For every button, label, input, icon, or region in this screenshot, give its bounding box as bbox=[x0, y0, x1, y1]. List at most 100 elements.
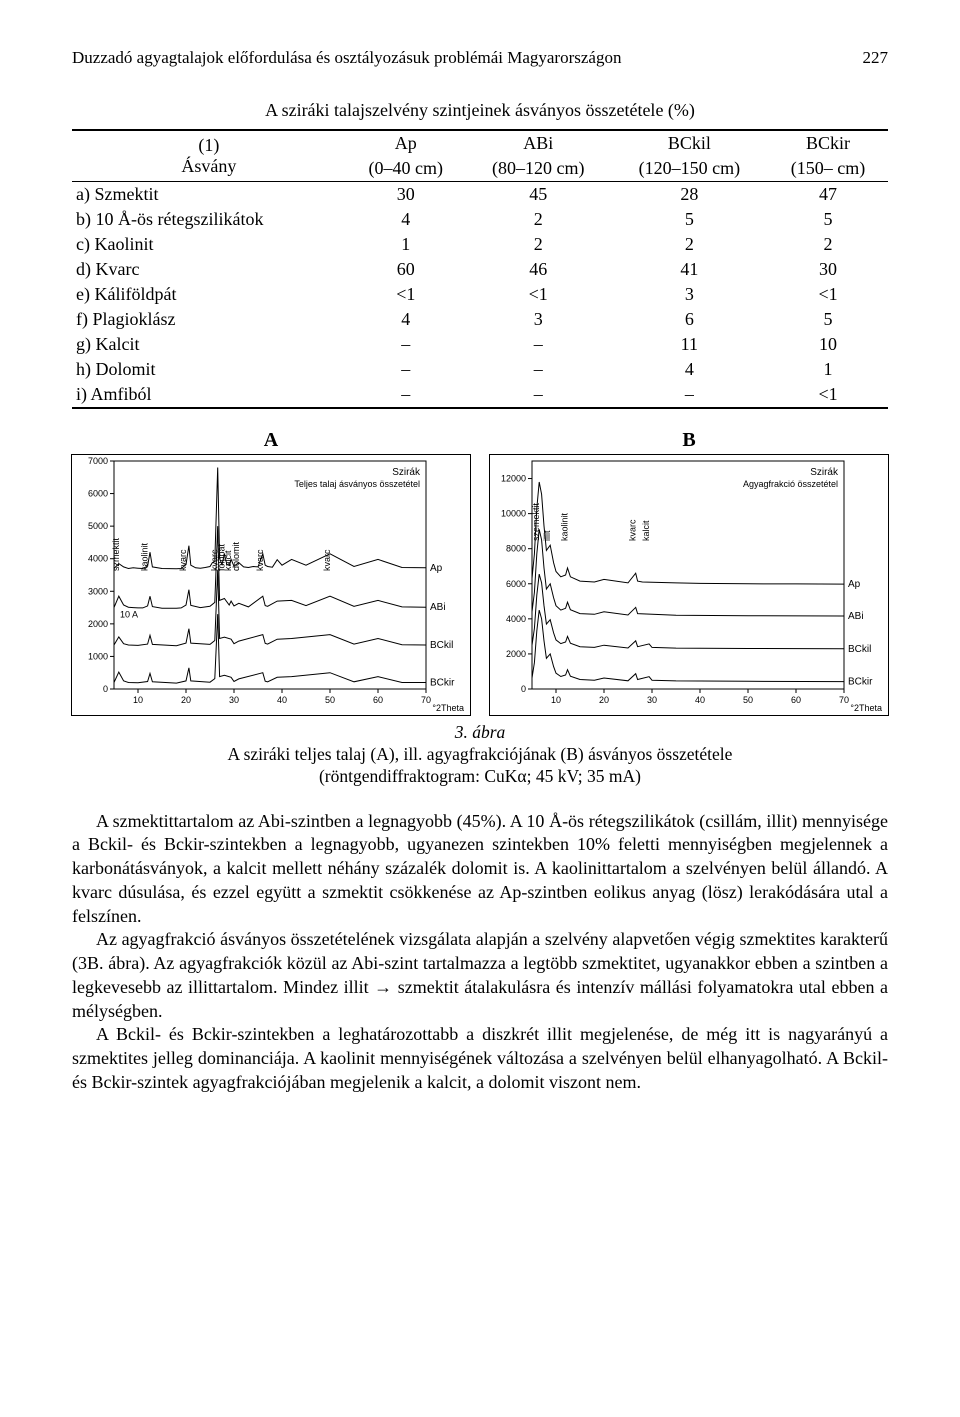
figure-caption-line2: (röntgendiffraktogram: CuKα; 45 kV; 35 m… bbox=[319, 766, 641, 786]
svg-text:ABi: ABi bbox=[848, 611, 864, 622]
svg-text:10: 10 bbox=[133, 695, 143, 705]
svg-text:kvarc: kvarc bbox=[255, 549, 265, 571]
svg-text:50: 50 bbox=[325, 695, 335, 705]
cell-value: 41 bbox=[611, 257, 768, 282]
cell-value: 2 bbox=[768, 232, 888, 257]
svg-text:60: 60 bbox=[373, 695, 383, 705]
svg-text:50: 50 bbox=[743, 695, 753, 705]
svg-text:Ap: Ap bbox=[848, 579, 861, 590]
xrd-chart-a: 0100020003000400050006000700010203040506… bbox=[71, 454, 471, 716]
table-row: d) Kvarc60464130 bbox=[72, 257, 888, 282]
svg-text:Szirák: Szirák bbox=[810, 467, 839, 478]
running-head: Duzzadó agyagtalajok előfordulása és osz… bbox=[72, 48, 888, 68]
figure-panel-b: B 02000400060008000100001200010203040506… bbox=[490, 429, 888, 716]
row-label: b) 10 Å-ös rétegszilikátok bbox=[72, 207, 346, 232]
panel-b-letter: B bbox=[682, 429, 695, 452]
cell-value: 6 bbox=[611, 307, 768, 332]
svg-text:°2Theta: °2Theta bbox=[850, 703, 882, 713]
cell-value: 4 bbox=[611, 357, 768, 382]
svg-text:illit: illit bbox=[542, 530, 552, 541]
svg-text:kvarc: kvarc bbox=[628, 519, 638, 541]
col-label: ABi bbox=[523, 133, 553, 153]
figure-row: A 01000200030004000500060007000102030405… bbox=[72, 429, 888, 716]
svg-text:4000: 4000 bbox=[88, 554, 108, 564]
svg-text:BCkil: BCkil bbox=[430, 640, 453, 651]
table-row: a) Szmektit30452847 bbox=[72, 182, 888, 207]
row-label: f) Plagioklász bbox=[72, 307, 346, 332]
svg-text:6000: 6000 bbox=[506, 579, 526, 589]
svg-text:Teljes talaj ásványos összetét: Teljes talaj ásványos összetétel bbox=[294, 479, 420, 489]
cell-value: 5 bbox=[611, 207, 768, 232]
cell-value: – bbox=[466, 382, 611, 408]
svg-text:kalcit: kalcit bbox=[641, 520, 651, 541]
cell-value: 4 bbox=[346, 207, 466, 232]
col-label: BCkir bbox=[806, 133, 850, 153]
svg-text:dolomit: dolomit bbox=[231, 541, 241, 571]
svg-text:10 A: 10 A bbox=[120, 609, 138, 619]
xrd-chart-b: 0200040006000800010000120001020304050607… bbox=[489, 454, 889, 716]
figure-panel-a: A 01000200030004000500060007000102030405… bbox=[72, 429, 470, 716]
svg-text:szemektit: szemektit bbox=[531, 502, 541, 541]
col-range: (120–150 cm) bbox=[639, 158, 740, 178]
svg-text:BCkir: BCkir bbox=[848, 677, 873, 688]
row-label: g) Kalcit bbox=[72, 332, 346, 357]
page-number: 227 bbox=[863, 48, 889, 68]
cell-value: – bbox=[466, 332, 611, 357]
svg-text:60: 60 bbox=[791, 695, 801, 705]
table-row: h) Dolomit––41 bbox=[72, 357, 888, 382]
row-label: a) Szmektit bbox=[72, 182, 346, 207]
svg-text:ABi: ABi bbox=[430, 602, 446, 613]
cell-value: – bbox=[346, 332, 466, 357]
cell-value: <1 bbox=[346, 282, 466, 307]
col-label: Ap bbox=[395, 133, 417, 153]
svg-text:Szirák: Szirák bbox=[392, 467, 421, 478]
cell-value: 4 bbox=[346, 307, 466, 332]
col-label: BCkil bbox=[668, 133, 711, 153]
svg-text:40: 40 bbox=[695, 695, 705, 705]
cell-value: 45 bbox=[466, 182, 611, 207]
row-label: c) Kaolinit bbox=[72, 232, 346, 257]
col0-top: (1) bbox=[198, 135, 219, 155]
cell-value: 5 bbox=[768, 307, 888, 332]
svg-text:4000: 4000 bbox=[506, 614, 526, 624]
svg-text:70: 70 bbox=[839, 695, 849, 705]
cell-value: 10 bbox=[768, 332, 888, 357]
svg-text:1000: 1000 bbox=[88, 651, 108, 661]
cell-value: 60 bbox=[346, 257, 466, 282]
table-row: i) Amfiból–––<1 bbox=[72, 382, 888, 408]
svg-text:kaolinit: kaolinit bbox=[560, 512, 570, 541]
cell-value: 1 bbox=[346, 232, 466, 257]
svg-text:30: 30 bbox=[647, 695, 657, 705]
svg-text:2000: 2000 bbox=[506, 649, 526, 659]
svg-text:20: 20 bbox=[599, 695, 609, 705]
table-row: g) Kalcit––1110 bbox=[72, 332, 888, 357]
row-label: i) Amfiból bbox=[72, 382, 346, 408]
figure-number: 3. ábra bbox=[455, 722, 506, 742]
cell-value: 3 bbox=[611, 282, 768, 307]
paragraph: Az agyagfrakció ásványos összetételének … bbox=[72, 928, 888, 1023]
svg-text:10: 10 bbox=[551, 695, 561, 705]
svg-text:40: 40 bbox=[277, 695, 287, 705]
figure-caption: 3. ábra A sziráki teljes talaj (A), ill.… bbox=[72, 722, 888, 788]
cell-value: 46 bbox=[466, 257, 611, 282]
running-head-text: Duzzadó agyagtalajok előfordulása és osz… bbox=[72, 48, 621, 68]
cell-value: <1 bbox=[768, 282, 888, 307]
svg-text:°2Theta: °2Theta bbox=[432, 703, 464, 713]
svg-text:30: 30 bbox=[229, 695, 239, 705]
cell-value: – bbox=[466, 357, 611, 382]
figure-caption-line1: A sziráki teljes talaj (A), ill. agyagfr… bbox=[228, 744, 733, 764]
mineral-composition-table: (1) Ásvány Ap ABi BCkil BCkir (0–40 cm) … bbox=[72, 129, 888, 409]
paragraph: A Bckil- és Bckir-szintekben a leghatáro… bbox=[72, 1023, 888, 1094]
col-range: (0–40 cm) bbox=[369, 158, 443, 178]
table-header-row: (1) Ásvány Ap ABi BCkil BCkir bbox=[72, 131, 888, 156]
svg-text:kvarc: kvarc bbox=[322, 549, 332, 571]
table-row: f) Plagioklász4365 bbox=[72, 307, 888, 332]
cell-value: 1 bbox=[768, 357, 888, 382]
svg-text:12000: 12000 bbox=[501, 474, 526, 484]
svg-text:70: 70 bbox=[421, 695, 431, 705]
svg-text:3000: 3000 bbox=[88, 586, 108, 596]
svg-text:szmektit: szmektit bbox=[111, 537, 121, 571]
cell-value: 2 bbox=[466, 232, 611, 257]
cell-value: <1 bbox=[466, 282, 611, 307]
svg-text:kaolinit: kaolinit bbox=[140, 542, 150, 571]
